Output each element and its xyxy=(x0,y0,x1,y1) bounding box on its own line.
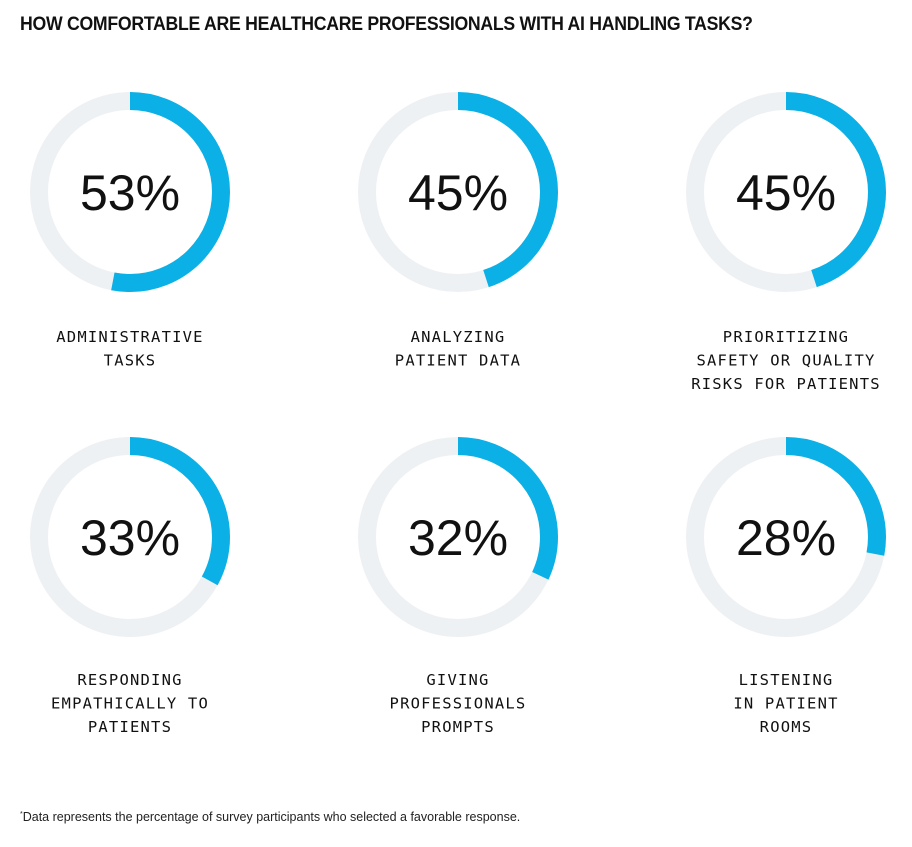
category-label: PRIORITIZING xyxy=(723,328,849,346)
category-label: TASKS xyxy=(104,352,157,370)
donut-value-arc xyxy=(30,437,230,637)
category-label: ANALYZING xyxy=(411,328,506,346)
donut-percent-label: 32% xyxy=(408,510,508,566)
footnote-text: Data represents the percentage of survey… xyxy=(22,810,521,824)
category-label: ADMINISTRATIVE xyxy=(56,328,203,346)
category-label: RISKS FOR PATIENTS xyxy=(691,375,881,393)
category-label: PROFESSIONALS xyxy=(390,695,527,713)
footnote-marker: * xyxy=(20,810,23,818)
category-label: LISTENING xyxy=(739,671,834,689)
category-label: GIVING xyxy=(426,671,489,689)
donut-percent-label: 33% xyxy=(80,510,180,566)
donut-grid: 53% ADMINISTRATIVE TASKS 45% ANALYZING PATIEN… xyxy=(30,92,886,736)
category-label: PROMPTS xyxy=(421,718,495,736)
donut-percent-label: 45% xyxy=(408,165,508,221)
donut-value-arc xyxy=(358,437,558,637)
category-label: PATIENTS xyxy=(88,718,172,736)
category-label: PATIENT DATA xyxy=(395,352,521,370)
category-label: SAFETY OR QUALITY xyxy=(696,352,875,370)
category-label: ROOMS xyxy=(760,718,813,736)
donut-percent-label: 28% xyxy=(736,510,836,566)
chart-title: HOW COMFORTABLE ARE HEALTHCARE PROFESSIO… xyxy=(20,14,753,35)
donut-value-arc xyxy=(30,92,230,292)
donut-percent-label: 53% xyxy=(80,165,180,221)
donut-value-arc xyxy=(686,437,886,637)
donut-value-arc xyxy=(358,92,558,292)
category-label: EMPATHICALLY TO xyxy=(51,695,209,713)
category-label: RESPONDING xyxy=(77,671,182,689)
donut-percent-label: 45% xyxy=(736,165,836,221)
donut-value-arc xyxy=(686,92,886,292)
category-label: IN PATIENT xyxy=(733,695,838,713)
footnote: *Data represents the percentage of surve… xyxy=(20,810,520,824)
